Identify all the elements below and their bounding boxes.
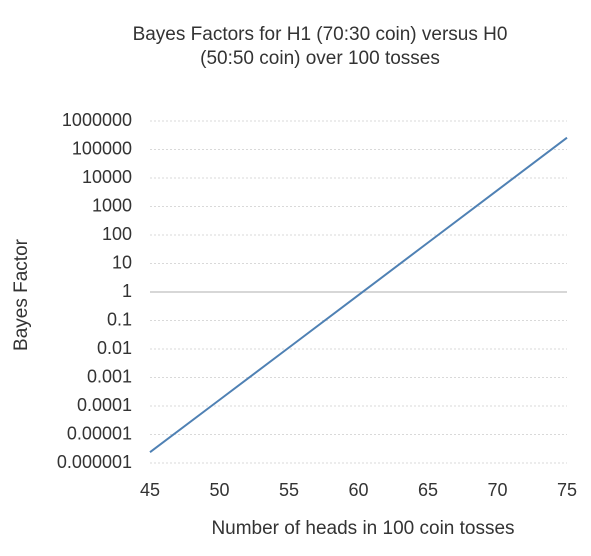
data-line (149, 136, 568, 453)
chart-title: (50:50 coin) over 100 tosses (200, 48, 440, 69)
x-tick-label: 50 (209, 480, 229, 500)
x-tick-label: 45 (140, 480, 160, 500)
y-tick-label: 1000 (92, 195, 132, 215)
y-tick-label: 0.1 (107, 309, 132, 329)
chart-title: Bayes Factors for H1 (70:30 coin) versus… (133, 24, 508, 45)
y-tick-label: 1 (122, 281, 132, 301)
y-tick-label: 0.001 (87, 366, 132, 386)
y-tick-label: 0.00001 (67, 423, 132, 443)
x-axis-label: Number of heads in 100 coin tosses (211, 518, 514, 539)
y-axis-label: Bayes Factor (11, 238, 32, 351)
y-tick-label: 0.01 (97, 338, 132, 358)
y-tick-label: 1000000 (62, 110, 132, 130)
x-tick-label: 75 (557, 480, 577, 500)
x-tick-label: 60 (348, 480, 368, 500)
y-tick-label: 10000 (82, 167, 132, 187)
x-tick-label: 65 (418, 480, 438, 500)
y-tick-label: 0.000001 (57, 452, 132, 472)
y-tick-label: 0.0001 (77, 395, 132, 415)
y-tick-label: 100 (102, 224, 132, 244)
y-tick-label: 100000 (72, 138, 132, 158)
x-tick-label: 70 (487, 480, 507, 500)
x-tick-label: 55 (279, 480, 299, 500)
y-tick-label: 10 (112, 252, 132, 272)
